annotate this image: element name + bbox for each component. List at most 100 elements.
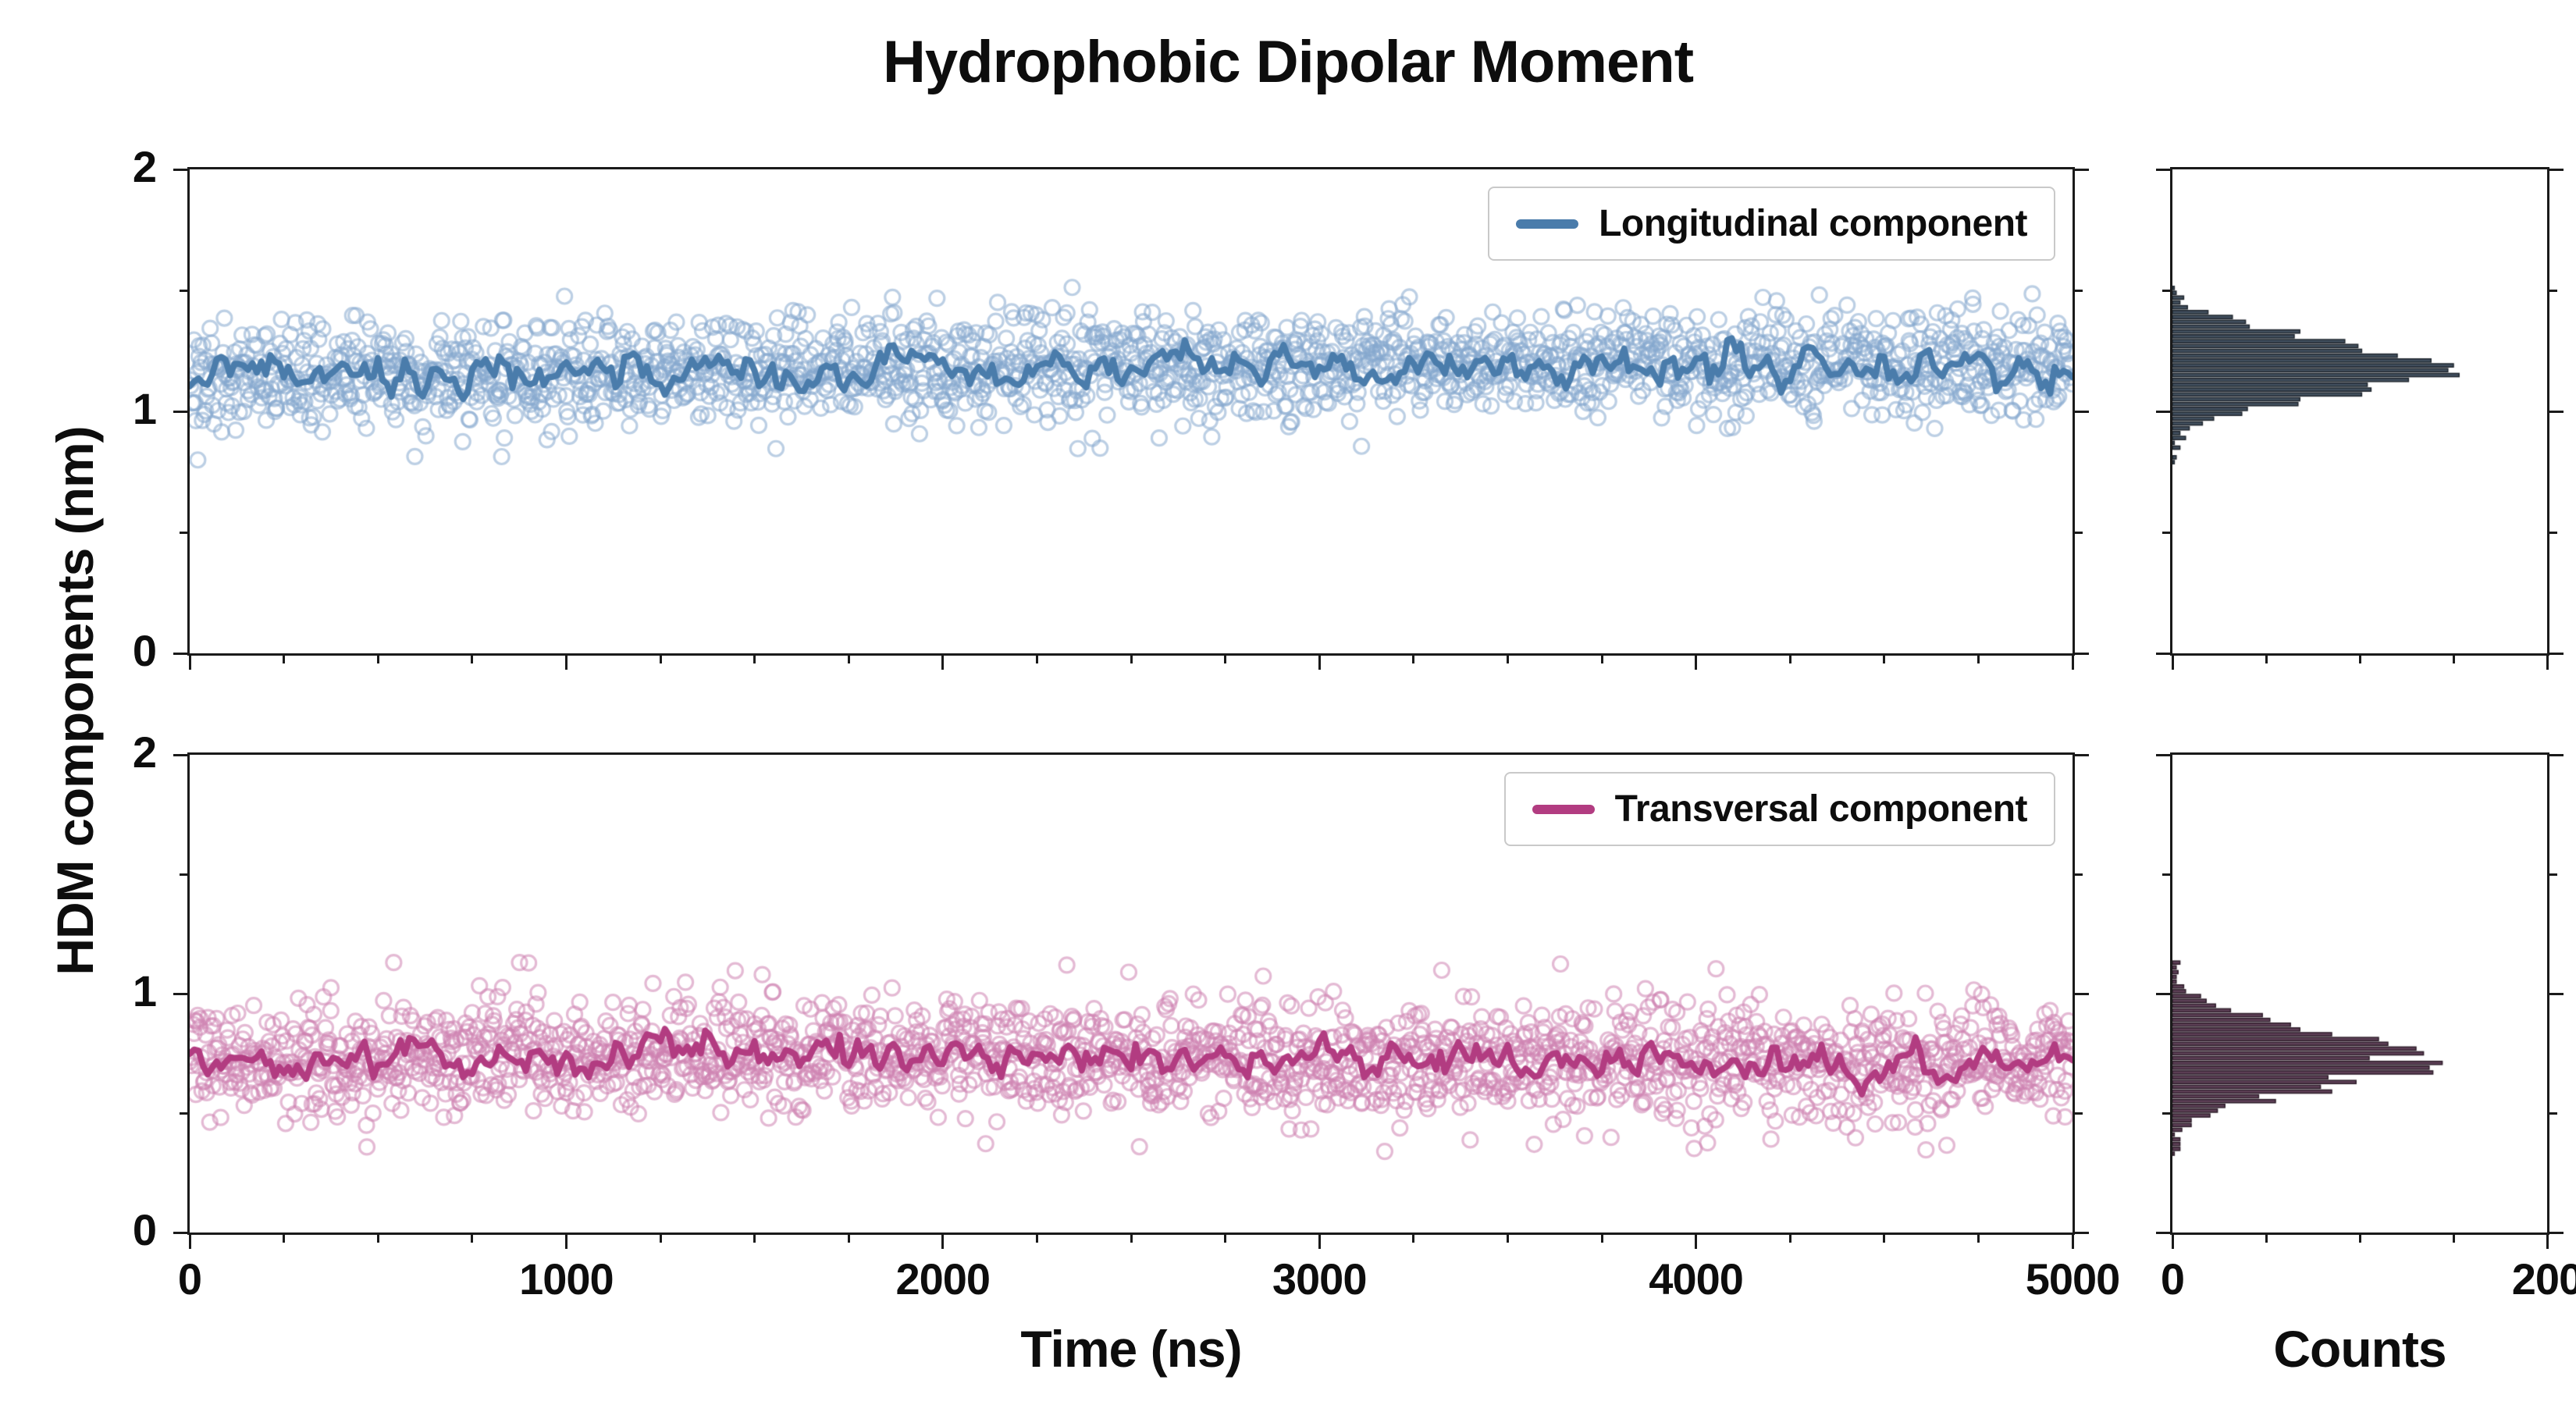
x-minor-tick bbox=[1035, 656, 1038, 663]
y-axis-label: HDM components (nm) bbox=[46, 426, 104, 976]
y-major-tick bbox=[2549, 753, 2564, 756]
x-tick-label: 1000 bbox=[519, 1254, 614, 1304]
x-minor-tick bbox=[753, 1235, 756, 1243]
x-minor-tick bbox=[1035, 1235, 1038, 1243]
y-minor-tick bbox=[2162, 531, 2170, 534]
x-minor-tick bbox=[1224, 1235, 1227, 1243]
y-major-tick bbox=[173, 410, 187, 413]
x-minor-tick bbox=[1976, 1235, 1980, 1243]
y-major-tick bbox=[2075, 168, 2089, 171]
x-major-tick bbox=[564, 656, 568, 670]
legend-transversal: Transversal component bbox=[1503, 772, 2055, 846]
panel-transversal-timeseries: Transversal component bbox=[187, 752, 2075, 1235]
x-major-tick bbox=[188, 1235, 191, 1249]
y-minor-tick bbox=[2075, 289, 2083, 292]
x-minor-tick bbox=[283, 656, 286, 663]
x-minor-tick bbox=[1600, 656, 1603, 663]
legend-longitudinal: Longitudinal component bbox=[1488, 187, 2055, 261]
hist-x-minor-tick bbox=[2358, 656, 2361, 663]
legend-line-swatch-longitudinal bbox=[1516, 219, 1579, 229]
y-minor-tick bbox=[2162, 1112, 2170, 1115]
y-major-tick bbox=[2549, 168, 2564, 171]
y-minor-tick bbox=[2549, 289, 2557, 292]
x-major-tick bbox=[1695, 656, 1698, 670]
x-tick-label: 4000 bbox=[1649, 1254, 1744, 1304]
legend-line-swatch-transversal bbox=[1532, 804, 1595, 814]
y-major-tick bbox=[2549, 652, 2564, 655]
legend-label-transversal: Transversal component bbox=[1614, 788, 2028, 830]
x-major-tick bbox=[2071, 656, 2074, 670]
x-minor-tick bbox=[1506, 1235, 1509, 1243]
figure-title: Hydrophobic Dipolar Moment bbox=[883, 29, 1694, 95]
x-axis-label-time: Time (ns) bbox=[1020, 1320, 1242, 1378]
y-tick-label: 2 bbox=[132, 727, 157, 777]
x-minor-tick bbox=[847, 1235, 850, 1243]
x-major-tick bbox=[1318, 1235, 1321, 1249]
y-major-tick bbox=[2156, 992, 2170, 995]
transversal-histogram-canvas bbox=[2172, 755, 2547, 1232]
y-minor-tick bbox=[180, 531, 187, 534]
hist-x-minor-tick bbox=[2265, 656, 2268, 663]
y-major-tick bbox=[173, 168, 187, 171]
y-tick-label: 0 bbox=[132, 1205, 157, 1254]
x-minor-tick bbox=[471, 656, 474, 663]
panel-longitudinal-histogram bbox=[2170, 167, 2549, 656]
y-major-tick bbox=[2075, 1231, 2089, 1234]
x-minor-tick bbox=[659, 656, 662, 663]
x-minor-tick bbox=[1883, 656, 1886, 663]
y-major-tick bbox=[2549, 1231, 2564, 1234]
hist-x-major-tick bbox=[2171, 656, 2174, 670]
x-axis-label-counts: Counts bbox=[2273, 1320, 2446, 1378]
x-major-tick bbox=[941, 656, 945, 670]
y-major-tick bbox=[2549, 992, 2564, 995]
hist-x-minor-tick bbox=[2265, 1235, 2268, 1243]
x-minor-tick bbox=[376, 1235, 379, 1243]
y-minor-tick bbox=[2549, 531, 2557, 534]
x-minor-tick bbox=[1788, 1235, 1791, 1243]
y-major-tick bbox=[173, 992, 187, 995]
y-tick-label: 1 bbox=[132, 384, 157, 433]
x-minor-tick bbox=[1506, 656, 1509, 663]
x-tick-label: 5000 bbox=[2025, 1254, 2121, 1304]
panel-transversal-histogram bbox=[2170, 752, 2549, 1235]
y-major-tick bbox=[2156, 410, 2170, 413]
x-minor-tick bbox=[753, 656, 756, 663]
hist-x-tick-label: 0 bbox=[2160, 1254, 2185, 1304]
legend-label-longitudinal: Longitudinal component bbox=[1599, 203, 2027, 244]
hist-x-major-tick bbox=[2171, 1235, 2174, 1249]
y-major-tick bbox=[2075, 410, 2089, 413]
x-minor-tick bbox=[1412, 1235, 1415, 1243]
x-minor-tick bbox=[1412, 656, 1415, 663]
x-minor-tick bbox=[471, 1235, 474, 1243]
y-minor-tick bbox=[2075, 873, 2083, 876]
y-tick-label: 1 bbox=[132, 966, 157, 1016]
x-major-tick bbox=[941, 1235, 945, 1249]
y-major-tick bbox=[173, 753, 187, 756]
y-major-tick bbox=[2156, 168, 2170, 171]
x-major-tick bbox=[564, 1235, 568, 1249]
x-minor-tick bbox=[1976, 656, 1980, 663]
hist-x-major-tick bbox=[2546, 656, 2549, 670]
y-major-tick bbox=[2156, 753, 2170, 756]
y-major-tick bbox=[2549, 410, 2564, 413]
y-tick-label: 2 bbox=[132, 142, 157, 191]
y-major-tick bbox=[2075, 992, 2089, 995]
y-major-tick bbox=[2156, 652, 2170, 655]
x-minor-tick bbox=[1130, 656, 1133, 663]
x-minor-tick bbox=[847, 656, 850, 663]
y-minor-tick bbox=[180, 873, 187, 876]
x-major-tick bbox=[1318, 656, 1321, 670]
y-major-tick bbox=[2075, 753, 2089, 756]
y-minor-tick bbox=[180, 1112, 187, 1115]
y-minor-tick bbox=[2549, 873, 2557, 876]
y-major-tick bbox=[2075, 652, 2089, 655]
x-tick-label: 3000 bbox=[1272, 1254, 1368, 1304]
x-tick-label: 0 bbox=[177, 1254, 202, 1304]
hist-x-major-tick bbox=[2546, 1235, 2549, 1249]
x-major-tick bbox=[1695, 1235, 1698, 1249]
x-minor-tick bbox=[659, 1235, 662, 1243]
longitudinal-histogram-canvas bbox=[2172, 169, 2547, 653]
y-minor-tick bbox=[180, 289, 187, 292]
x-major-tick bbox=[188, 656, 191, 670]
